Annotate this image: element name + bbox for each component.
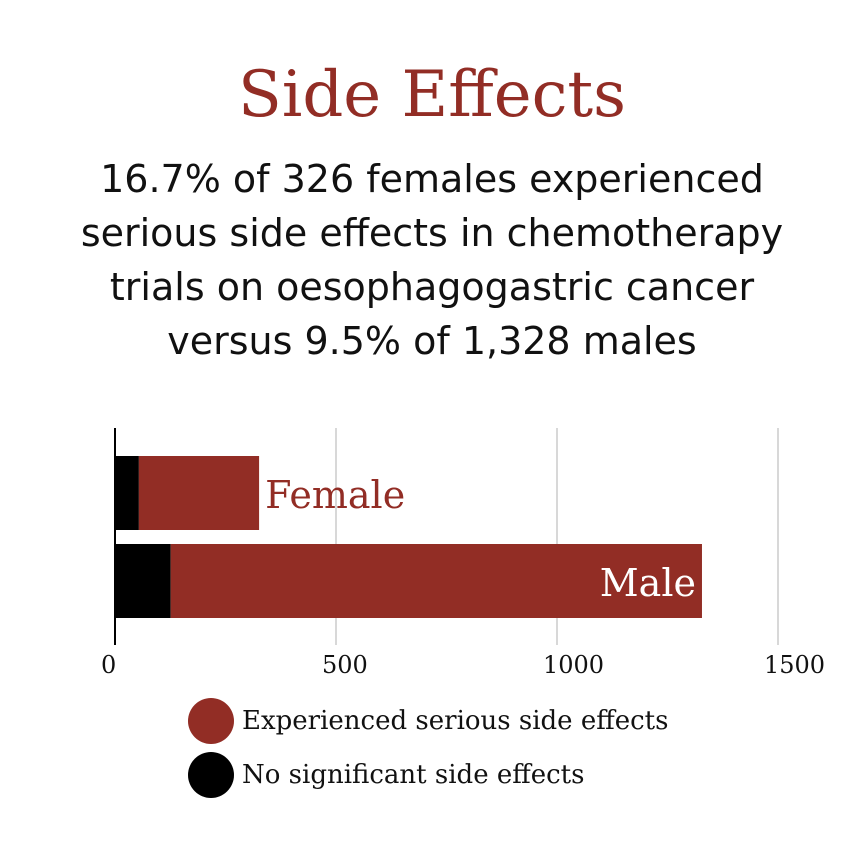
- subtitle-line: serious side effects in chemotherapy: [80, 211, 784, 255]
- bar-female-none: [115, 456, 139, 530]
- bar-label-female: Female: [265, 473, 405, 517]
- subtitle-line: versus 9.5% of 1,328 males: [167, 319, 697, 363]
- x-tick-label: 1000: [543, 651, 604, 679]
- bar-male-none: [115, 544, 171, 618]
- legend-item-none: No significant side effects: [188, 748, 668, 802]
- subtitle-line: trials on oesophagogastric cancer: [109, 265, 755, 309]
- chart-subtitle: 16.7% of 326 females experienced serious…: [0, 152, 864, 368]
- subtitle-line: 16.7% of 326 females experienced: [100, 157, 764, 201]
- legend-label-none: No significant side effects: [242, 760, 585, 790]
- x-tick-label: 1500: [764, 651, 825, 679]
- chart-title: Side Effects: [238, 58, 626, 132]
- bar-label-male: Male: [600, 561, 696, 605]
- x-tick-label: 0: [101, 651, 116, 679]
- x-tick-label: 500: [322, 651, 368, 679]
- legend-label-serious: Experienced serious side effects: [242, 706, 669, 736]
- bar-male-serious: [170, 544, 702, 618]
- legend-swatch-serious: [188, 698, 234, 744]
- bar-female-serious: [138, 456, 260, 530]
- legend: Experienced serious side effects No sign…: [188, 694, 668, 802]
- legend-swatch-none: [188, 752, 234, 798]
- legend-item-serious: Experienced serious side effects: [188, 694, 668, 748]
